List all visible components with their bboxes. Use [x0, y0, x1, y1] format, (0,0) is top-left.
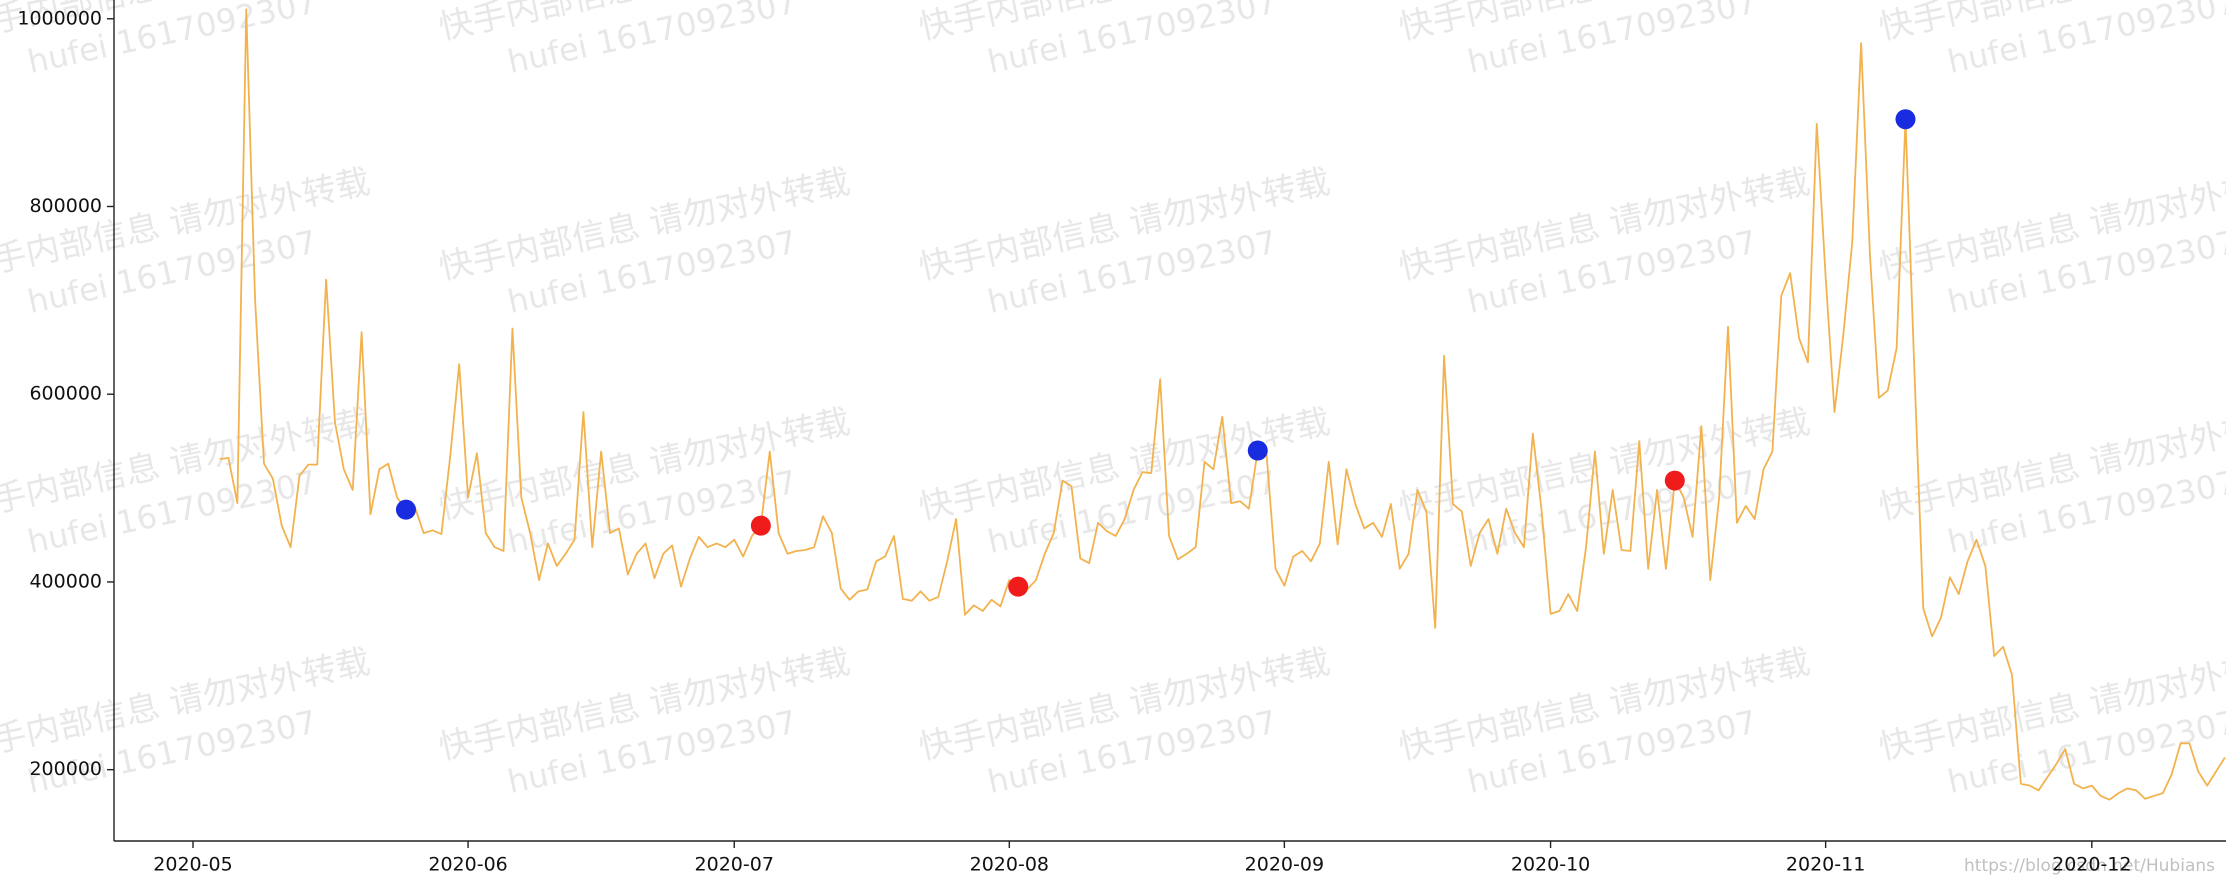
x-tick-label: 2020-12: [2052, 854, 2131, 876]
x-tick-label: 2020-07: [695, 854, 774, 876]
x-tick-label: 2020-05: [153, 854, 232, 876]
x-tick-label: 2020-09: [1245, 854, 1324, 876]
marker-point: [1008, 576, 1029, 597]
x-tick-label: 2020-08: [970, 854, 1049, 876]
marker-point: [1895, 109, 1916, 130]
x-tick-label: 2020-06: [428, 854, 507, 876]
y-tick-label: 600000: [29, 383, 102, 405]
credit: https://blog.csdn.net/Hubians: [1964, 856, 2215, 876]
x-tick-label: 2020-11: [1786, 854, 1865, 876]
y-tick-label: 200000: [29, 758, 102, 780]
data-line: [219, 8, 2226, 801]
y-tick-label: 400000: [29, 570, 102, 592]
marker-point: [1664, 470, 1685, 491]
marker-point: [750, 515, 771, 536]
marker-point: [395, 499, 416, 520]
y-tick-label: 1000000: [17, 7, 102, 29]
marker-point: [1247, 440, 1268, 461]
y-tick-label: 800000: [29, 195, 102, 217]
plot-area: [219, 8, 2226, 801]
x-tick-label: 2020-10: [1511, 854, 1590, 876]
